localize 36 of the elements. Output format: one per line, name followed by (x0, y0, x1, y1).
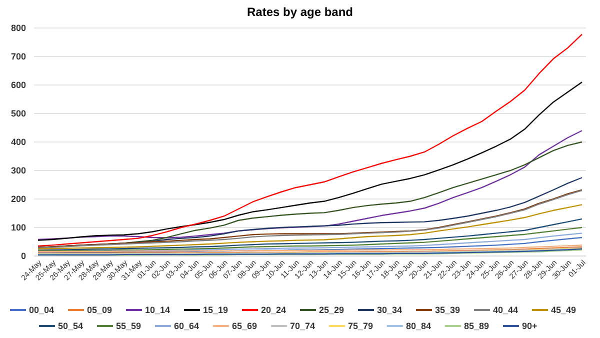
y-tick-label: 300 (10, 165, 26, 176)
legend-label: 30_34 (377, 305, 402, 316)
chart-title: Rates by age band (246, 5, 354, 19)
line-series (37, 130, 583, 240)
legend-label: 90+ (522, 321, 538, 332)
y-tick-label: 400 (10, 136, 26, 147)
legend-label: 85_89 (464, 321, 490, 332)
legend-label: 15_19 (203, 305, 228, 316)
legend-label: 65_69 (232, 321, 258, 332)
y-tick-label: 0 (20, 250, 26, 261)
y-tick-label: 500 (10, 108, 26, 118)
legend-label: 75_79 (348, 321, 374, 332)
legend-label: 60_64 (174, 321, 200, 332)
legend-label: 50_54 (58, 321, 84, 332)
legend-label: 70_74 (290, 321, 316, 332)
line-series (37, 218, 583, 251)
legend-label: 45_49 (551, 305, 576, 316)
line-series (37, 34, 583, 247)
legend-label: 20_24 (261, 305, 286, 316)
y-tick-label: 700 (10, 51, 26, 62)
line-series (37, 232, 583, 252)
line-series (37, 204, 583, 250)
y-tick-label: 100 (10, 222, 26, 232)
legend-label: 80_84 (406, 321, 432, 332)
y-tick-label: 200 (10, 194, 26, 204)
legend-label: 35_39 (435, 305, 460, 316)
y-tick-label: 600 (10, 80, 26, 90)
legend-label: 10_14 (145, 305, 170, 316)
legend-label: 40_44 (493, 305, 518, 316)
legend-label: 55_59 (116, 321, 142, 332)
legend-label: 05_09 (87, 305, 112, 316)
line-series (37, 82, 583, 241)
legend-label: 25_29 (319, 305, 344, 316)
y-tick-label: 800 (10, 22, 26, 33)
legend-label: 00_04 (29, 305, 54, 316)
line-series (37, 226, 583, 252)
